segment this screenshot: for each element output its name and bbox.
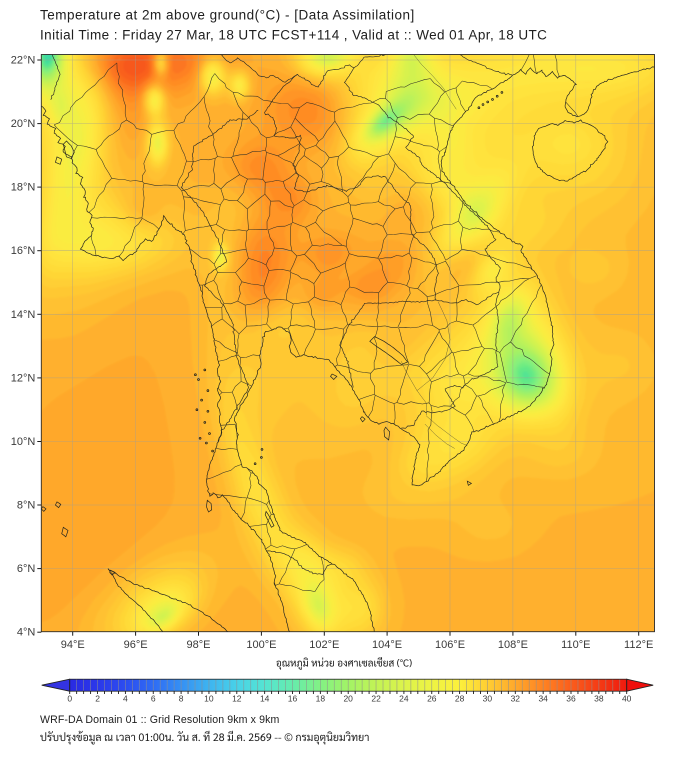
svg-text:16: 16 xyxy=(288,694,298,704)
svg-text:94°E: 94°E xyxy=(61,639,85,651)
svg-text:98°E: 98°E xyxy=(187,639,211,651)
svg-text:20°N: 20°N xyxy=(11,118,36,130)
svg-text:14: 14 xyxy=(260,694,270,704)
svg-text:8: 8 xyxy=(179,694,184,704)
svg-text:0: 0 xyxy=(67,694,72,704)
svg-text:18°N: 18°N xyxy=(11,182,36,194)
svg-text:WRF-DA Domain 01 :: Grid Resol: WRF-DA Domain 01 :: Grid Resolution 9km … xyxy=(40,714,279,726)
svg-text:12°N: 12°N xyxy=(11,372,36,384)
svg-text:14°N: 14°N xyxy=(11,309,36,321)
svg-text:96°E: 96°E xyxy=(124,639,148,651)
svg-text:102°E: 102°E xyxy=(309,639,339,651)
svg-text:6°N: 6°N xyxy=(17,563,36,575)
svg-text:28: 28 xyxy=(455,694,465,704)
svg-text:10: 10 xyxy=(204,694,214,704)
svg-text:26: 26 xyxy=(427,694,437,704)
svg-text:8°N: 8°N xyxy=(17,500,36,512)
svg-text:22: 22 xyxy=(371,694,381,704)
svg-text:32: 32 xyxy=(511,694,521,704)
svg-text:18: 18 xyxy=(316,694,326,704)
svg-text:24: 24 xyxy=(399,694,409,704)
svg-text:10°N: 10°N xyxy=(11,436,36,448)
svg-text:4°N: 4°N xyxy=(17,627,36,639)
svg-text:34: 34 xyxy=(538,694,548,704)
svg-text:112°E: 112°E xyxy=(624,639,653,651)
svg-text:100°E: 100°E xyxy=(246,639,276,651)
svg-text:2: 2 xyxy=(95,694,100,704)
svg-text:106°E: 106°E xyxy=(435,639,465,651)
svg-text:6: 6 xyxy=(151,694,156,704)
svg-text:104°E: 104°E xyxy=(372,639,402,651)
svg-text:16°N: 16°N xyxy=(11,245,36,257)
svg-text:108°E: 108°E xyxy=(498,639,528,651)
svg-text:Initial Time : Friday 27 Mar,: Initial Time : Friday 27 Mar, 18 UTC FCS… xyxy=(40,28,547,43)
svg-text:20: 20 xyxy=(343,694,353,704)
svg-text:110°E: 110°E xyxy=(561,639,590,651)
svg-text:22°N: 22°N xyxy=(11,55,36,67)
svg-text:36: 36 xyxy=(566,694,576,704)
svg-text:4: 4 xyxy=(123,694,128,704)
svg-text:12: 12 xyxy=(232,694,242,704)
svg-text:40: 40 xyxy=(622,694,632,704)
svg-text:38: 38 xyxy=(594,694,604,704)
svg-text:Temperature at 2m above ground: Temperature at 2m above ground(°C) - [Da… xyxy=(40,8,415,23)
svg-text:30: 30 xyxy=(483,694,493,704)
